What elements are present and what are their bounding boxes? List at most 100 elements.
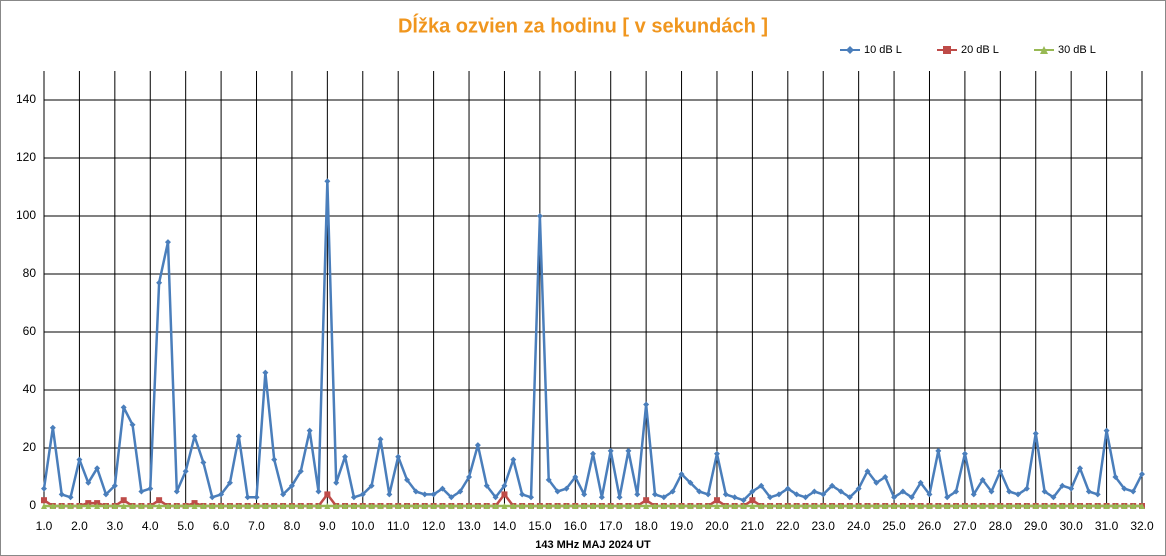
point-marker [368, 482, 375, 489]
point-marker [253, 503, 260, 509]
point-marker [342, 503, 349, 509]
point-marker [1041, 503, 1048, 509]
point-marker [1050, 494, 1057, 501]
point-marker [297, 503, 304, 509]
point-marker [660, 494, 667, 501]
point-marker [111, 503, 118, 509]
x-tick-label: 7.0 [248, 519, 265, 533]
point-marker [1103, 427, 1110, 434]
x-tick-label: 11.0 [387, 519, 410, 533]
point-marker [1040, 46, 1048, 54]
x-tick-label: 15.0 [528, 519, 552, 533]
point-marker [350, 503, 357, 509]
x-tick-label: 16.0 [564, 519, 588, 533]
point-marker [891, 503, 898, 509]
point-marker [386, 491, 393, 498]
point-marker [943, 46, 951, 54]
point-marker [156, 279, 163, 286]
x-tick-label: 5.0 [177, 519, 194, 533]
point-marker [536, 503, 543, 509]
point-marker [102, 491, 109, 498]
point-marker [342, 453, 349, 460]
point-marker [492, 494, 499, 501]
x-tick-label: 18.0 [634, 519, 658, 533]
point-marker [820, 491, 827, 498]
point-marker [899, 503, 906, 509]
point-marker [581, 503, 588, 509]
point-marker [979, 476, 986, 483]
point-marker [829, 482, 836, 489]
x-tick-label: 24.0 [847, 519, 871, 533]
x-tick-label: 12.0 [422, 519, 446, 533]
point-marker [315, 488, 322, 495]
point-marker [262, 369, 269, 376]
point-marker [598, 494, 605, 501]
point-marker [156, 503, 163, 509]
point-marker [855, 503, 862, 509]
x-tick-label: 17.0 [599, 519, 623, 533]
point-marker [882, 503, 889, 509]
point-marker [528, 503, 535, 509]
point-marker [563, 503, 570, 509]
point-marker [590, 450, 596, 457]
point-marker [359, 491, 366, 498]
point-marker [944, 494, 951, 501]
point-marker [288, 503, 295, 509]
point-marker [1103, 503, 1110, 509]
point-marker [102, 503, 109, 509]
point-marker [961, 503, 968, 509]
point-marker [713, 503, 720, 509]
point-marker [775, 491, 782, 498]
point-marker [368, 503, 375, 509]
point-marker [1050, 503, 1057, 509]
point-marker [1068, 485, 1075, 492]
point-marker [412, 503, 419, 509]
x-tick-label: 23.0 [812, 519, 836, 533]
point-marker [501, 482, 508, 489]
point-marker [253, 494, 260, 501]
point-marker [1006, 488, 1013, 495]
point-marker [899, 488, 906, 495]
point-marker [404, 503, 411, 509]
point-marker [404, 476, 411, 483]
point-marker [492, 503, 499, 509]
x-tick-label: 1.0 [36, 519, 53, 533]
x-tick-label: 30.0 [1059, 519, 1083, 533]
x-tick-label: 26.0 [918, 519, 942, 533]
point-marker [696, 488, 703, 495]
point-marker [784, 485, 791, 492]
point-marker [1032, 430, 1039, 437]
point-marker [359, 503, 366, 509]
point-marker [412, 488, 419, 495]
point-marker [280, 491, 287, 498]
point-marker [519, 491, 526, 498]
point-marker [590, 503, 596, 509]
point-marker [793, 491, 800, 498]
point-marker [554, 488, 561, 495]
point-marker [846, 494, 853, 501]
point-marker [76, 503, 83, 509]
point-marker [67, 494, 74, 501]
y-tick-label: 140 [16, 92, 36, 106]
point-marker [811, 503, 818, 509]
point-marker [430, 503, 437, 509]
point-marker [651, 503, 658, 509]
point-marker [209, 494, 216, 501]
y-tick-label: 80 [23, 266, 37, 280]
point-marker [94, 465, 101, 472]
point-marker [669, 488, 676, 495]
point-marker [226, 503, 233, 509]
point-marker [519, 503, 526, 509]
x-tick-label: 13.0 [457, 519, 481, 533]
point-marker [85, 479, 92, 486]
point-marker [1085, 488, 1092, 495]
point-marker [474, 503, 481, 509]
point-marker [218, 491, 225, 498]
point-marker [147, 503, 154, 509]
y-tick-label: 60 [23, 324, 37, 338]
point-marker [164, 239, 171, 246]
x-tick-label: 22.0 [776, 519, 800, 533]
point-marker [545, 476, 552, 483]
point-marker [1121, 485, 1128, 492]
